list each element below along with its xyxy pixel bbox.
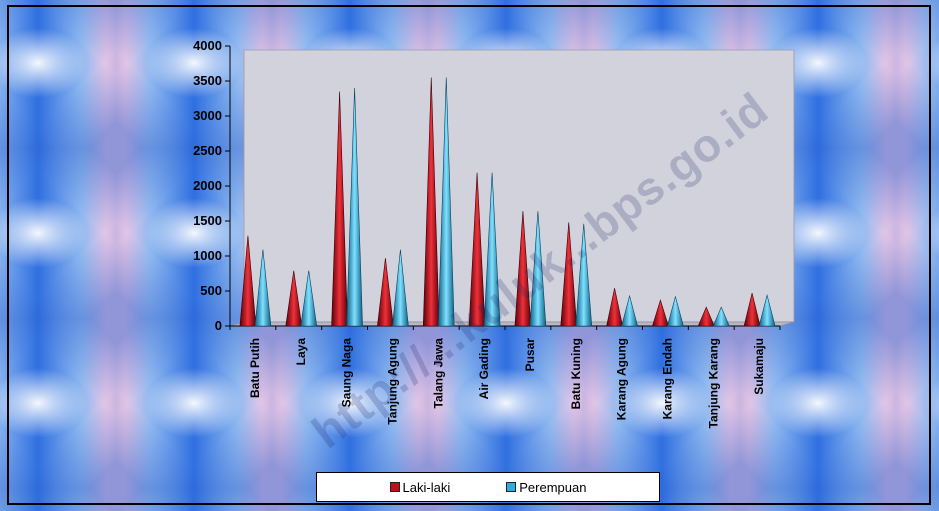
y-tick-label: 0: [215, 318, 222, 333]
bar-perempuan: [667, 295, 684, 327]
bar-perempuan: [346, 87, 363, 327]
bar-laki-laki: [560, 222, 578, 327]
legend-item-perempuan: Perempuan: [506, 480, 586, 495]
bar-laki-laki: [514, 211, 532, 327]
legend-swatch: [389, 482, 400, 492]
x-tick-label: Batu Putih: [248, 338, 262, 398]
bar-perempuan: [254, 249, 272, 327]
bar-laki-laki: [606, 288, 623, 327]
y-tick-label: 500: [200, 283, 222, 298]
bar-perempuan: [712, 306, 730, 327]
y-tick-label: 3000: [193, 108, 222, 123]
x-tick-label: Karang Endah: [660, 338, 674, 419]
y-tick-label: 2000: [193, 178, 222, 193]
y-tick-label: 3500: [193, 73, 222, 88]
y-tick-label: 2500: [193, 143, 222, 158]
legend-swatch: [506, 482, 517, 492]
x-tick-label: Karang Agung: [615, 338, 629, 420]
bar-perempuan: [483, 172, 501, 327]
legend: Laki-laki Perempuan: [316, 472, 660, 502]
bar-laki-laki: [285, 270, 303, 327]
bar-perempuan: [621, 294, 638, 327]
bar-perempuan: [300, 270, 318, 327]
bar-laki-laki: [239, 235, 257, 327]
legend-label: Perempuan: [519, 479, 587, 495]
bar-laki-laki: [468, 172, 486, 327]
bar-perempuan: [529, 211, 547, 327]
x-tick-label: Tanjung Agung: [385, 338, 399, 425]
x-tick-label: Laya: [294, 338, 308, 366]
x-tick-label: Pusar: [523, 338, 537, 372]
x-tick-label: Air Gading: [477, 338, 491, 399]
bar-laki-laki: [697, 306, 715, 327]
y-tick-label: 1000: [193, 248, 222, 263]
bar-laki-laki: [652, 299, 669, 327]
legend-label: Laki-laki: [402, 479, 451, 495]
x-tick-label: Tanjung Karang: [706, 338, 720, 428]
bar-perempuan: [437, 77, 455, 327]
chart-frame: [7, 5, 931, 505]
legend-item-laki-laki: Laki-laki: [389, 479, 451, 495]
bar-perempuan: [758, 294, 776, 327]
bar-laki-laki: [743, 293, 761, 327]
bar-laki-laki: [422, 77, 440, 327]
bar-perempuan: [575, 223, 593, 327]
x-tick-label: Talang Jawa: [431, 338, 445, 409]
x-tick-label: Saung Naga: [340, 338, 354, 408]
bar-laki-laki: [331, 91, 348, 327]
bar-perempuan: [392, 249, 409, 327]
y-tick-label: 1500: [193, 213, 222, 228]
y-tick-label: 4000: [193, 38, 222, 53]
x-tick-label: Sukamaju: [752, 338, 766, 395]
x-tick-label: Batu Kuning: [569, 338, 583, 409]
bar-laki-laki: [377, 258, 394, 327]
